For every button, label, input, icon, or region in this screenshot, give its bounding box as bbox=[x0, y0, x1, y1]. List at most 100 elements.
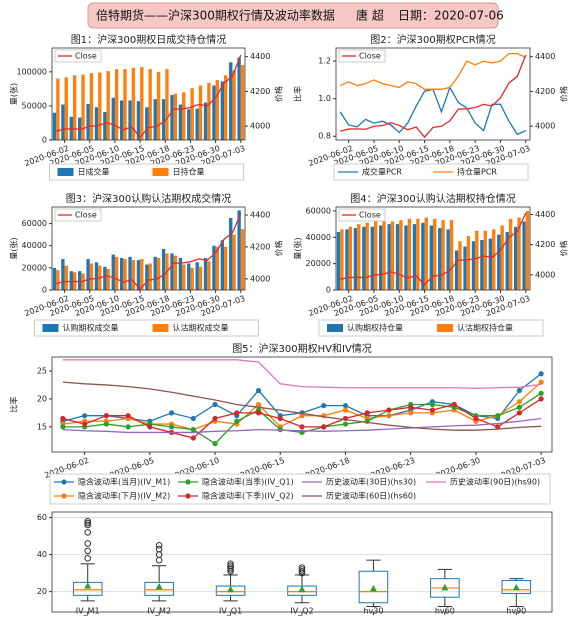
bar bbox=[81, 74, 85, 140]
x-tick-label: IV_Q1 bbox=[219, 607, 242, 616]
point bbox=[473, 415, 479, 422]
line bbox=[62, 381, 542, 431]
outlier bbox=[84, 529, 92, 536]
bar bbox=[365, 222, 369, 290]
y-axis-label: 比率 bbox=[9, 397, 19, 413]
y2-tick-label: 4000 bbox=[535, 270, 555, 279]
bar bbox=[119, 257, 124, 290]
bar bbox=[86, 103, 90, 140]
point bbox=[364, 410, 370, 416]
legend-label: 认购期权成交量 bbox=[63, 323, 119, 333]
header-banner bbox=[87, 2, 499, 29]
legend-frame bbox=[34, 319, 259, 337]
y2-tick-label: 4200 bbox=[535, 87, 555, 96]
bar bbox=[240, 229, 245, 290]
bar bbox=[240, 65, 245, 140]
point bbox=[190, 427, 196, 433]
bar bbox=[156, 71, 161, 140]
bar bbox=[454, 250, 459, 290]
chart-title: 图5：沪深300期权HV和IV情况 bbox=[232, 342, 372, 355]
bar bbox=[232, 70, 236, 140]
bar bbox=[52, 112, 57, 140]
y-axis-label: 量(张) bbox=[10, 237, 19, 259]
point bbox=[212, 401, 218, 408]
bar bbox=[232, 234, 236, 290]
y2-axis-label: 价格 bbox=[559, 241, 569, 257]
bar bbox=[475, 230, 479, 290]
point bbox=[60, 424, 66, 430]
line bbox=[56, 213, 242, 291]
bar bbox=[336, 232, 341, 290]
x-tick-label: IV_Q2 bbox=[290, 607, 313, 616]
point bbox=[538, 371, 544, 377]
y-tick-label: 20 bbox=[37, 587, 47, 596]
bar bbox=[123, 69, 127, 140]
legend-swatch bbox=[57, 168, 74, 176]
line bbox=[339, 52, 527, 90]
bar bbox=[220, 81, 225, 140]
y-tick-label: 0 bbox=[42, 136, 47, 145]
legend-label: 日成交量 bbox=[78, 167, 110, 177]
legend-swatch bbox=[327, 324, 343, 332]
point bbox=[168, 424, 175, 430]
y2-axis-label: 价格 bbox=[274, 241, 284, 257]
bar bbox=[56, 78, 60, 140]
bar bbox=[345, 229, 349, 290]
plot-frame bbox=[51, 356, 553, 453]
bar bbox=[72, 75, 77, 140]
bar bbox=[522, 221, 526, 290]
line bbox=[340, 212, 527, 286]
bar bbox=[61, 104, 65, 140]
bar bbox=[64, 77, 68, 140]
bar bbox=[123, 259, 127, 290]
box bbox=[501, 580, 532, 594]
bar bbox=[182, 264, 186, 290]
line bbox=[62, 359, 542, 389]
y2-tick-label: 4400 bbox=[250, 52, 270, 61]
mean bbox=[441, 583, 449, 591]
bar bbox=[86, 259, 90, 290]
legend-label: 隐含波动率(下月)(IV_M2) bbox=[78, 491, 170, 501]
bar bbox=[224, 246, 228, 290]
bar bbox=[449, 220, 454, 290]
y2-tick-label: 4400 bbox=[535, 52, 555, 61]
bar bbox=[187, 263, 191, 290]
bar bbox=[78, 271, 82, 290]
outlier bbox=[155, 542, 163, 549]
bar bbox=[424, 217, 428, 290]
legend-label: 隐含波动率(下季)(IV_Q2) bbox=[202, 491, 294, 501]
bar bbox=[429, 225, 433, 290]
y2-axis-label: 价格 bbox=[559, 86, 569, 102]
point bbox=[538, 379, 544, 385]
y-tick-label: 60000 bbox=[22, 219, 47, 228]
bar bbox=[195, 262, 199, 290]
plot-frame bbox=[51, 47, 246, 141]
bar bbox=[52, 267, 57, 290]
outlier bbox=[84, 540, 92, 547]
point bbox=[495, 424, 501, 430]
point bbox=[125, 413, 131, 419]
bar bbox=[195, 108, 199, 140]
bar bbox=[98, 72, 102, 140]
legend-box bbox=[54, 208, 102, 222]
bar bbox=[64, 265, 68, 290]
y2-axis-label: 价格 bbox=[274, 86, 284, 102]
y-tick-label: 50000 bbox=[22, 101, 47, 110]
bar bbox=[505, 232, 509, 290]
bar bbox=[466, 235, 471, 290]
bar bbox=[89, 73, 94, 140]
outlier bbox=[84, 554, 92, 562]
bar bbox=[153, 99, 157, 140]
y-axis-label: 比率 bbox=[293, 86, 303, 102]
point bbox=[60, 415, 66, 422]
point bbox=[299, 424, 305, 430]
y2-tick-label: 4000 bbox=[250, 274, 270, 283]
point bbox=[103, 413, 109, 419]
outlier bbox=[227, 564, 234, 571]
outlier bbox=[155, 545, 163, 553]
point bbox=[386, 407, 392, 413]
bar bbox=[387, 224, 391, 290]
y2-tick-label: 4400 bbox=[535, 210, 555, 219]
